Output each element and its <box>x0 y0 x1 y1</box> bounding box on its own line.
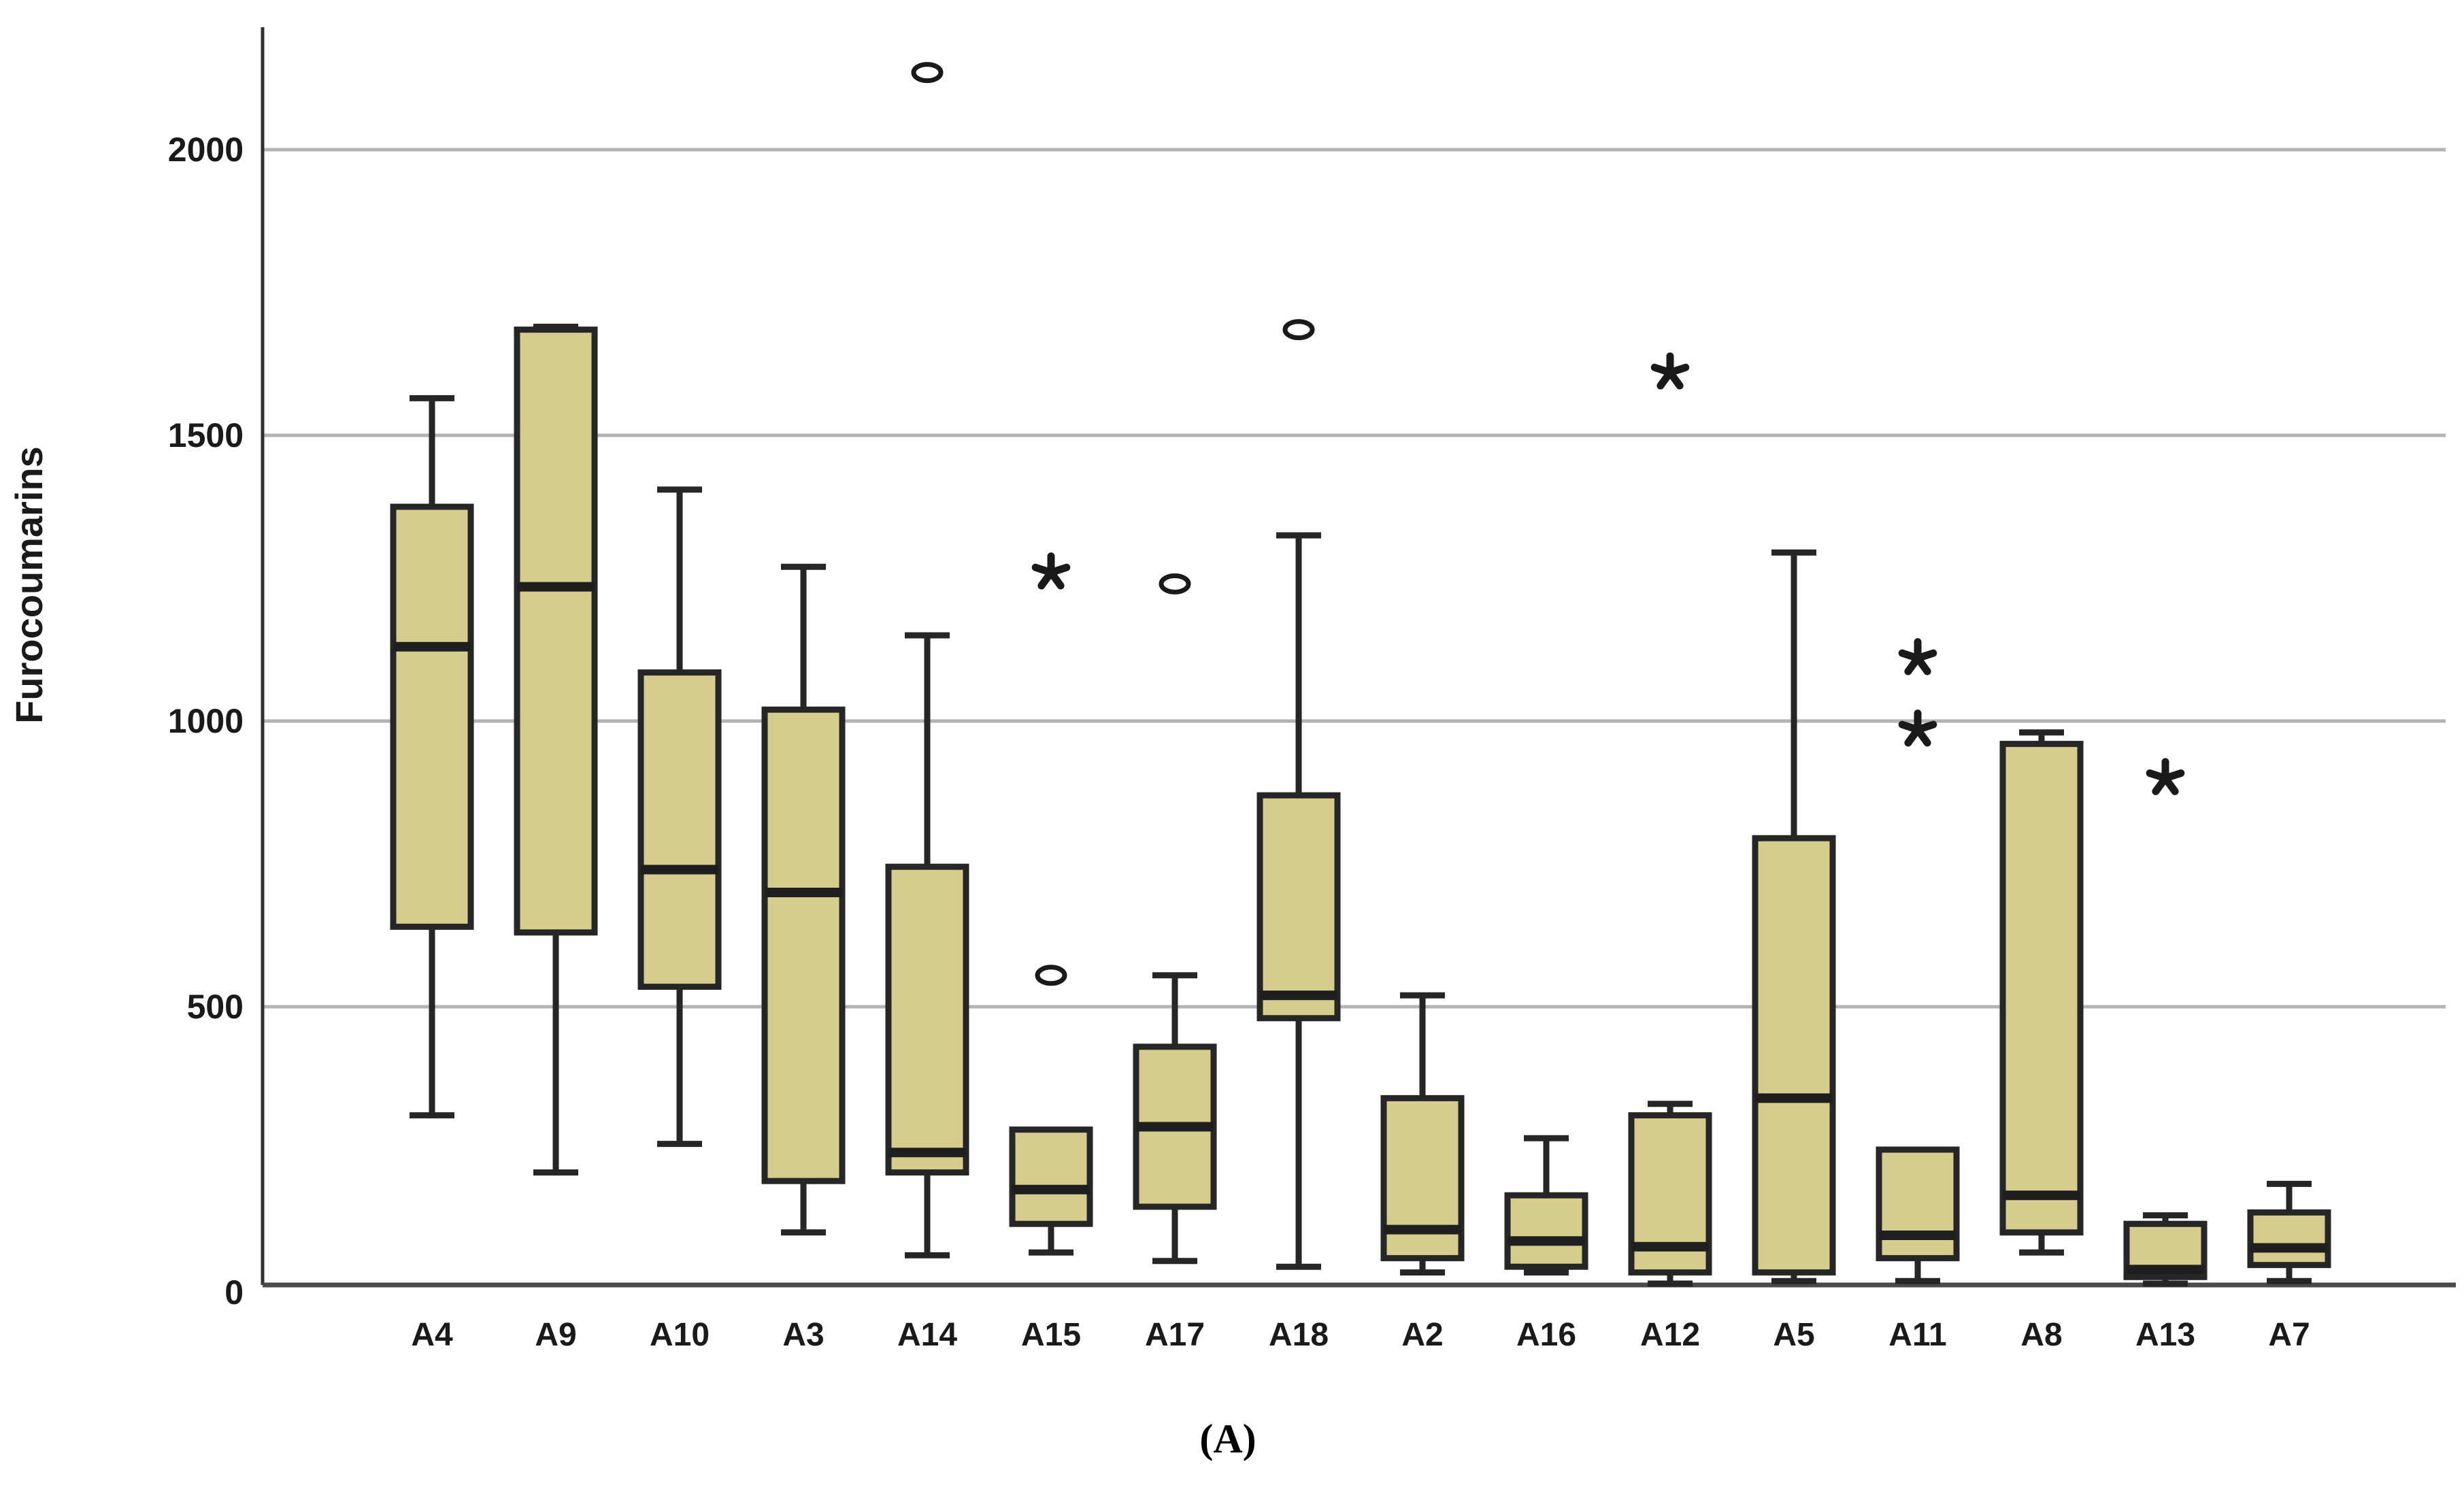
outlier-circle-A18-0 <box>1282 319 1315 341</box>
axes-layer <box>261 27 2456 1288</box>
box-A16 <box>1504 1192 1588 1270</box>
box-A7 <box>2247 1209 2331 1269</box>
y-tick-label-0: 0 <box>224 1273 244 1311</box>
figure-caption: (A) <box>1199 1416 1256 1461</box>
x-tick-label-A3: A3 <box>782 1317 824 1353</box>
box-A9 <box>514 327 598 936</box>
outlier-circle-A17-0 <box>1159 573 1191 595</box>
x-tick-label-A12: A12 <box>1640 1317 1700 1353</box>
asterisk-ray <box>1047 563 1071 577</box>
box-A11 <box>1876 1146 1960 1262</box>
tick-labels-layer: 0 500 1000 1500 2000 A4 A9 A10 A3 A14 A15 A17 A18 A2 A… <box>168 131 2310 1353</box>
x-tick-label-A9: A9 <box>535 1317 576 1353</box>
outlier-circle-A14-0 <box>911 62 944 84</box>
x-tick-label-A18: A18 <box>1269 1317 1329 1353</box>
outlier-asterisk-A12-0 <box>1650 352 1690 390</box>
asterisk-ray <box>1914 720 1937 734</box>
x-tick-label-A8: A8 <box>2020 1317 2062 1353</box>
asterisk-ray <box>1666 363 1690 377</box>
x-tick-label-A14: A14 <box>897 1317 957 1353</box>
x-tick-label-A10: A10 <box>650 1317 710 1353</box>
outliers-layer <box>911 62 2185 986</box>
box-A4 <box>390 503 474 930</box>
asterisk-ray <box>1914 649 1937 663</box>
x-tick-label-A11: A11 <box>1888 1317 1946 1353</box>
y-tick-label-500: 500 <box>187 988 244 1026</box>
box-A5 <box>1752 835 1836 1276</box>
outlier-asterisk-A11-1 <box>1898 638 1937 675</box>
outlier-asterisk-A15-1 <box>1031 552 1071 590</box>
boxes-layer <box>390 323 2331 1287</box>
outlier-circle-A15-0 <box>1035 965 1067 986</box>
y-axis-title: Furocoumarins <box>7 446 50 724</box>
y-tick-label-1500: 1500 <box>168 416 244 454</box>
x-tick-label-A4: A4 <box>411 1317 453 1353</box>
outlier-asterisk-A11-0 <box>1898 709 1937 747</box>
y-tick-label-2000: 2000 <box>168 131 244 169</box>
x-tick-label-A5: A5 <box>1773 1317 1814 1353</box>
y-tick-label-1000: 1000 <box>168 702 244 740</box>
box-A14 <box>885 863 969 1176</box>
x-tick-label-A13: A13 <box>2135 1317 2195 1353</box>
box-A18 <box>1256 792 1341 1022</box>
box-A10 <box>637 669 722 990</box>
x-tick-label-A2: A2 <box>1401 1317 1443 1353</box>
box-A15 <box>1009 1126 1093 1227</box>
asterisk-ray <box>2161 769 2185 782</box>
x-tick-label-A16: A16 <box>1516 1317 1576 1353</box>
x-tick-label-A15: A15 <box>1021 1317 1081 1353</box>
box-A8 <box>1999 741 2084 1236</box>
x-tick-label-A17: A17 <box>1145 1317 1205 1353</box>
box-A3 <box>761 706 846 1184</box>
outlier-asterisk-A13-0 <box>2146 758 2185 795</box>
x-tick-label-A7: A7 <box>2268 1317 2310 1353</box>
